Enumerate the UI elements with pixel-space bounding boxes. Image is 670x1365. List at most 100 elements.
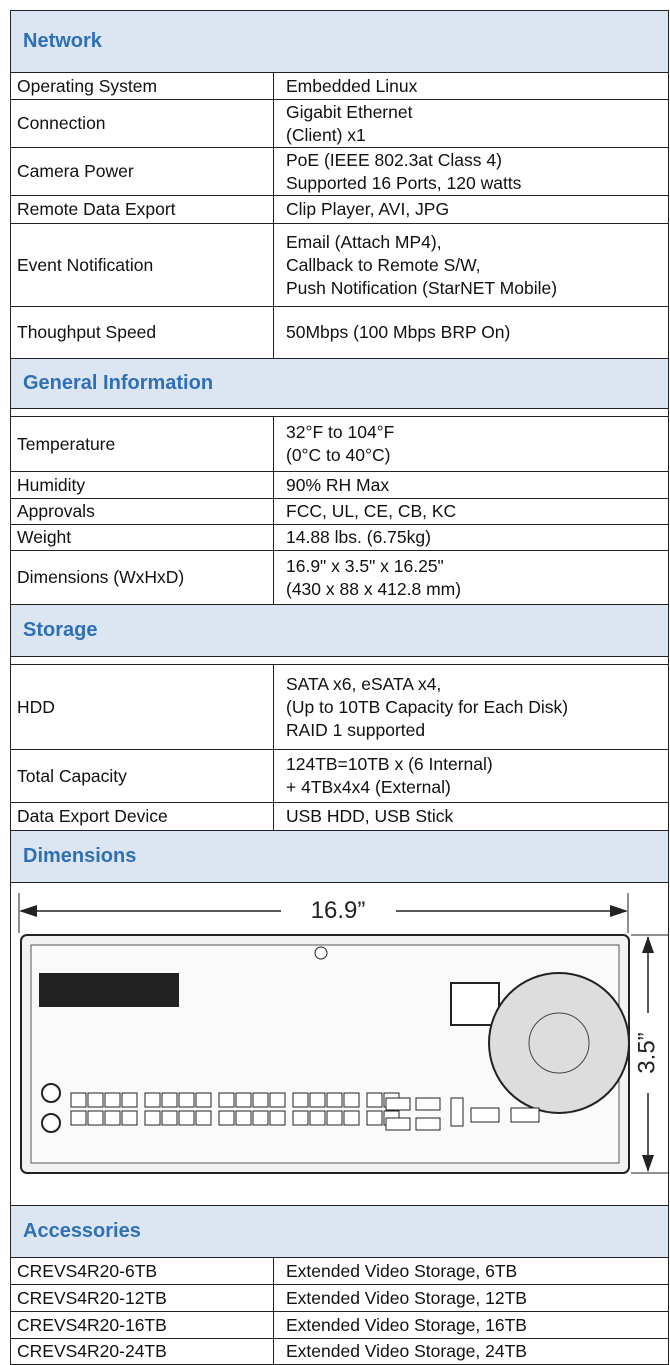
lan-port [327,1111,342,1125]
lan-port [310,1111,325,1125]
lan-port [122,1111,137,1125]
value-line: Embedded Linux [286,75,668,98]
height-label: 3.5” [633,1032,660,1073]
spec-label: Connection [11,100,274,147]
value-line: Supported 16 Ports, 120 watts [286,172,668,195]
spec-label: Approvals [11,499,274,524]
lan-port [344,1093,359,1107]
lan-port [219,1111,234,1125]
lan-port [88,1093,103,1107]
spec-value: 14.88 lbs. (6.75kg) [274,525,668,550]
fan [489,973,629,1113]
spec-label: CREVS4R20-24TB [11,1339,274,1364]
lan-port [71,1111,86,1125]
lan-port [293,1093,308,1107]
esata-port [386,1118,410,1130]
lan-port [196,1093,211,1107]
lan-port [88,1111,103,1125]
arrow [610,905,628,917]
spec-value: Extended Video Storage, 12TB [274,1285,668,1311]
esata-port [416,1098,440,1110]
audio-port [42,1084,60,1102]
value-line: Email (Attach MP4), [286,231,668,254]
lan-port [162,1093,177,1107]
value-line: Gigabit Ethernet [286,101,668,124]
spec-value: 50Mbps (100 Mbps BRP On) [274,307,668,358]
value-line: FCC, UL, CE, CB, KC [286,500,668,523]
spec-label: Temperature [11,417,274,471]
hdmi-port [471,1108,499,1122]
value-line: Extended Video Storage, 24TB [286,1340,668,1363]
value-line: PoE (IEEE 802.3at Class 4) [286,149,668,172]
spec-row: Dimensions (WxHxD)16.9" x 3.5" x 16.25"(… [10,550,669,604]
lan-port [122,1093,137,1107]
value-line: SATA x6, eSATA x4, [286,673,668,696]
arrow [642,1155,654,1172]
lan-port [145,1093,160,1107]
spec-value: 32°F to 104°F(0°C to 40°C) [274,417,668,471]
spec-value: FCC, UL, CE, CB, KC [274,499,668,524]
spec-label: Operating System [11,73,274,99]
spec-label: Camera Power [11,148,274,195]
spec-label: Dimensions (WxHxD) [11,551,274,604]
value-line: 50Mbps (100 Mbps BRP On) [286,321,668,344]
usb-port [451,1098,463,1126]
spec-value: PoE (IEEE 802.3at Class 4)Supported 16 P… [274,148,668,195]
spec-value: 124TB=10TB x (6 Internal)+ 4TBx4x4 (Exte… [274,750,668,802]
spec-label: Remote Data Export [11,196,274,223]
lan-port [344,1111,359,1125]
esata-port [386,1098,410,1110]
spec-value: 90% RH Max [274,472,668,498]
esata-port [416,1118,440,1130]
spacer [10,656,669,664]
value-line: + 4TBx4x4 (External) [286,776,668,799]
power-inlet [451,983,499,1025]
value-line: USB HDD, USB Stick [286,805,668,828]
spec-row: Humidity90% RH Max [10,471,669,498]
spec-value: Extended Video Storage, 6TB [274,1258,668,1284]
value-line: 32°F to 104°F [286,421,668,444]
spacer [10,1197,669,1205]
hdmi-port [511,1108,539,1122]
caution-label [39,973,179,1007]
dimension-figure: 16.9”3.5” [10,882,669,1197]
arrow [642,936,654,953]
section-header: Storage [10,604,669,656]
spec-label: CREVS4R20-6TB [11,1258,274,1284]
spec-value: Extended Video Storage, 16TB [274,1312,668,1338]
lan-port [236,1111,251,1125]
section-header: Dimensions [10,830,669,882]
lan-port [367,1111,382,1125]
value-line: 14.88 lbs. (6.75kg) [286,526,668,549]
section-header: Network [10,10,669,72]
value-line: Extended Video Storage, 12TB [286,1287,668,1310]
spec-row: Connection Gigabit Ethernet(Client) x1 [10,99,669,147]
value-line: (Up to 10TB Capacity for Each Disk) [286,696,668,719]
spec-row: Operating System Embedded Linux [10,72,669,99]
rear-panel-drawing: 16.9”3.5” [11,883,668,1196]
page: NetworkOperating SystemEmbedded LinuxCon… [0,0,670,1365]
value-line: 124TB=10TB x (6 Internal) [286,753,668,776]
lan-port [179,1111,194,1125]
lan-port [236,1093,251,1107]
spec-label: HDD [11,665,274,749]
value-line: 90% RH Max [286,474,668,497]
spec-value: USB HDD, USB Stick [274,803,668,830]
audio-port [42,1114,60,1132]
value-line: (Client) x1 [286,124,668,147]
lan-port [270,1093,285,1107]
section-header: Accessories [10,1205,669,1257]
spec-row: CREVS4R20-24TB Extended Video Storage, 24… [10,1338,669,1365]
